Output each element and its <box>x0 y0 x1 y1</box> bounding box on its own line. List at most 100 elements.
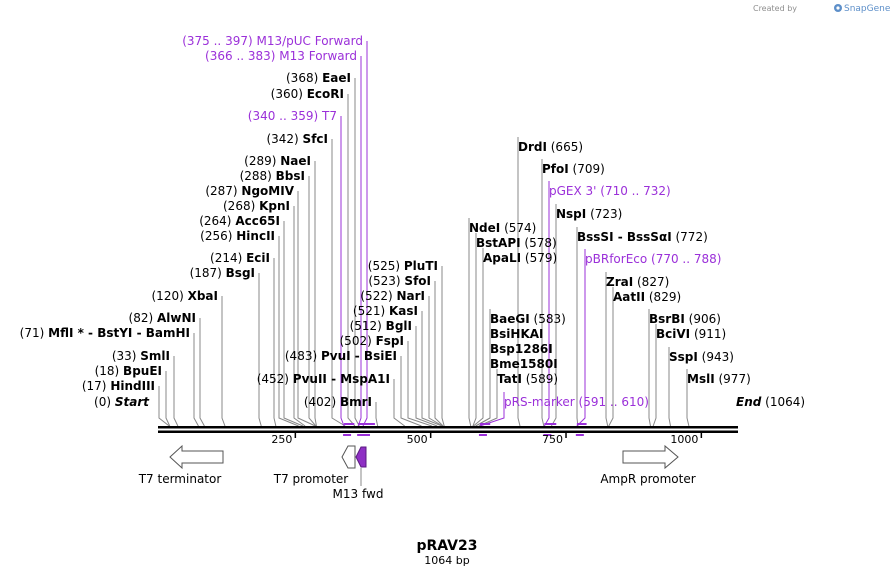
site-bcivi[interactable]: BciVI (911) <box>656 327 726 341</box>
primer-bar-pgex-3 <box>544 423 557 425</box>
site-coord: (360) <box>271 87 307 101</box>
site-hindiii[interactable]: (17) HindIII <box>82 379 155 393</box>
enzyme-label-bmri: (402) BmrI <box>304 395 372 409</box>
site-name: BstAPI <box>476 236 521 250</box>
site-m13-forward[interactable]: (366 .. 383) M13 Forward <box>205 49 357 63</box>
feature-ampr-promoter[interactable]: AmpR promoter <box>600 444 696 486</box>
site-pvuii-mspa1i[interactable]: (452) PvuII - MspA1I <box>257 372 390 386</box>
site-pluti[interactable]: (525) PluTI <box>368 259 438 273</box>
t7-promoter-label: T7 promoter <box>273 472 349 486</box>
site-bsihkai[interactable]: BsiHKAI <box>490 327 544 341</box>
leader-kasi <box>421 311 443 427</box>
feature-t7-terminator[interactable]: T7 terminator <box>138 444 224 486</box>
site-bsgi[interactable]: (187) BsgI <box>190 266 255 280</box>
site-apali[interactable]: ApaLI (579) <box>483 251 557 265</box>
primer-tick-pgex-3 <box>543 434 552 436</box>
site-name: ApaLI <box>483 251 521 265</box>
enzyme-label-apali: ApaLI (579) <box>483 251 557 265</box>
ruler-tick-label: 500 <box>407 433 428 446</box>
primer-bar-m13-forward <box>358 423 368 425</box>
primer-bar-prs-marker <box>479 423 491 425</box>
site-bsp1286i[interactable]: Bsp1286I <box>490 342 553 356</box>
site-sfoi[interactable]: (523) SfoI <box>368 274 431 288</box>
enzyme-label-end: End (1064) <box>736 395 805 409</box>
primer-tick-pbrforeco <box>575 434 584 436</box>
leader-bgli <box>415 326 438 427</box>
leader-nari <box>428 296 443 427</box>
leader-naei <box>314 161 317 427</box>
site-ecori[interactable]: (360) EcoRI <box>271 87 344 101</box>
site-kasi[interactable]: (521) KasI <box>353 304 418 318</box>
site-naei[interactable]: (289) NaeI <box>244 154 311 168</box>
site-coord: (452) <box>257 372 293 386</box>
site-bsssi-bsss-i[interactable]: BssSI - BssSαI (772) <box>577 230 708 244</box>
site-bme1580i[interactable]: Bme1580I <box>490 357 558 371</box>
site-eaei[interactable]: (368) EaeI <box>286 71 351 85</box>
site-m13-puc-forward[interactable]: (375 .. 397) M13/pUC Forward <box>182 34 363 48</box>
leader-bpuei <box>165 371 171 427</box>
site-pfoi[interactable]: PfoI (709) <box>542 162 605 176</box>
site-coord: (578) <box>521 236 557 250</box>
enzyme-label-fspi: (502) FspI <box>340 334 405 348</box>
site-bpuei[interactable]: (18) BpuEI <box>95 364 162 378</box>
site-ngomiv[interactable]: (287) NgoMIV <box>205 184 294 198</box>
site-sfci[interactable]: (342) SfcI <box>266 132 328 146</box>
site-msli[interactable]: MslI (977) <box>687 372 751 386</box>
site-pgex-3[interactable]: pGEX 3' (710 .. 732) <box>549 184 671 198</box>
site-pvui-bsiei[interactable]: (483) PvuI - BsiEI <box>285 349 397 363</box>
site-coord: (187) <box>190 266 226 280</box>
site-coord: (583) <box>530 312 566 326</box>
site-bstapi[interactable]: BstAPI (578) <box>476 236 557 250</box>
feature-m13-fwd[interactable]: M13 fwd <box>333 446 384 501</box>
site-name: BbsI <box>276 169 305 183</box>
site-pbrforeco[interactable]: pBRforEco (770 .. 788) <box>585 252 721 266</box>
site-bbsi[interactable]: (288) BbsI <box>240 169 305 183</box>
enzyme-label-pluti: (525) PluTI <box>368 259 438 273</box>
leader-alwni <box>199 318 205 427</box>
site-name: EcoRI <box>307 87 344 101</box>
site-bsrbi[interactable]: BsrBI (906) <box>649 312 721 326</box>
site-kpni[interactable]: (268) KpnI <box>223 199 290 213</box>
site-coord: (525) <box>368 259 404 273</box>
site-prs-marker[interactable]: pRS-marker (591 .. 610) <box>504 395 649 409</box>
site-nari[interactable]: (522) NarI <box>360 289 425 303</box>
leader-ngomiv <box>297 191 316 427</box>
site-bmri[interactable]: (402) BmrI <box>304 395 372 409</box>
site-coord: (906) <box>685 312 721 326</box>
site-ecii[interactable]: (214) EciI <box>210 251 270 265</box>
site-xbai[interactable]: (120) XbaI <box>152 289 219 303</box>
site-name: EciI <box>246 251 270 265</box>
site-bgli[interactable]: (512) BglI <box>350 319 412 333</box>
leader-bstapi <box>472 233 477 427</box>
site-acc65i[interactable]: (264) Acc65I <box>199 214 280 228</box>
site-end[interactable]: End (1064) <box>736 395 805 409</box>
site-drdi[interactable]: DrdI (665) <box>518 140 583 154</box>
site-start[interactable]: (0) Start <box>94 395 150 409</box>
enzyme-label-xbai: (120) XbaI <box>152 289 219 303</box>
site-t7[interactable]: (340 .. 359) T7 <box>248 109 337 123</box>
site-fspi[interactable]: (502) FspI <box>340 334 405 348</box>
enzyme-label-bpuei: (18) BpuEI <box>95 364 162 378</box>
site-coord: (977) <box>715 372 751 386</box>
enzyme-label-kasi: (521) KasI <box>353 304 418 318</box>
site-hincii[interactable]: (256) HincII <box>200 229 275 243</box>
site-coord: (710 .. 732) <box>596 184 670 198</box>
site-ndei[interactable]: NdeI (574) <box>469 221 536 235</box>
site-coord: (288) <box>240 169 276 183</box>
enzyme-label-bstapi: BstAPI (578) <box>476 236 557 250</box>
site-nspi[interactable]: NspI (723) <box>556 207 622 221</box>
site-aatii[interactable]: AatII (829) <box>613 290 681 304</box>
site-tati[interactable]: TatI (589) <box>497 372 558 386</box>
site-baegi[interactable]: BaeGI (583) <box>490 312 566 326</box>
site-alwni[interactable]: (82) AlwNI <box>129 311 196 325</box>
site-zrai[interactable]: ZraI (827) <box>606 275 669 289</box>
site-coord: (709) <box>569 162 605 176</box>
site-smli[interactable]: (33) SmlI <box>112 349 170 363</box>
site-coord: (287) <box>205 184 241 198</box>
site-name: TatI <box>497 372 522 386</box>
enzyme-label-acc65i: (264) Acc65I <box>199 214 280 228</box>
site-mfli-bstyi-bamhi[interactable]: (71) MflI * - BstYI - BamHI <box>20 326 190 340</box>
feature-t7-promoter[interactable]: T7 promoter <box>273 445 356 486</box>
site-sspi[interactable]: SspI (943) <box>669 350 734 364</box>
enzyme-label-bgli: (512) BglI <box>350 319 412 333</box>
